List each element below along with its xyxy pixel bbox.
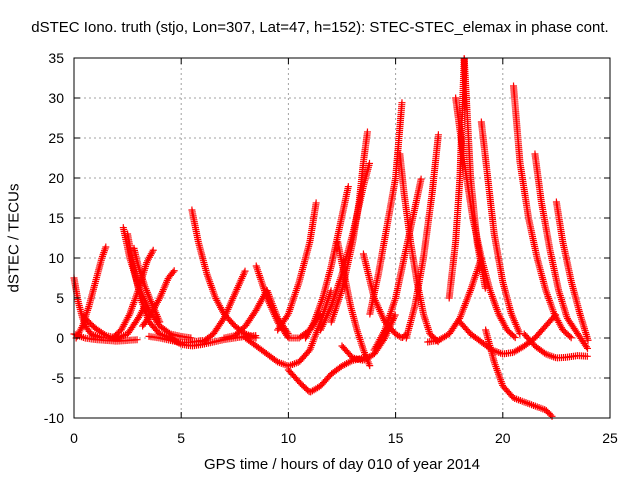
data-point <box>509 393 517 401</box>
series-35 <box>510 82 575 342</box>
data-point <box>344 183 352 191</box>
data-point <box>305 347 313 355</box>
data-point <box>548 412 556 420</box>
series-11 <box>188 206 260 342</box>
data-point <box>398 99 406 107</box>
data-point <box>365 159 373 167</box>
series-9 <box>139 267 178 330</box>
data-point <box>583 352 591 360</box>
data-point <box>547 411 555 419</box>
series-25 <box>366 99 406 318</box>
x-tick-label: 0 <box>70 430 78 446</box>
data-point <box>541 349 549 357</box>
plot-frame <box>73 57 611 419</box>
x-axis-label: GPS time / hours of day 010 of year 2014 <box>204 456 480 473</box>
y-tick-label: 10 <box>48 250 64 266</box>
data-point <box>149 246 157 254</box>
series-38 <box>520 330 591 362</box>
series-12 <box>199 267 249 346</box>
data-point <box>510 332 518 340</box>
series-26 <box>370 175 425 354</box>
x-tick-label: 25 <box>602 430 618 446</box>
series-21 <box>327 128 371 326</box>
data-point <box>284 333 292 341</box>
series-8 <box>130 244 164 326</box>
x-tick-label: 5 <box>177 430 185 446</box>
axis-ticks: 0 5 10 15 20 25 -10 -5 0 5 10 15 20 25 30 35 <box>44 50 618 446</box>
series-31 <box>452 94 519 342</box>
data-point <box>566 332 574 340</box>
data-point <box>434 131 442 139</box>
x-tick-label: 15 <box>388 430 404 446</box>
series-19 <box>302 183 352 342</box>
series-17 <box>284 354 367 396</box>
series-18 <box>274 199 320 334</box>
data-point <box>582 343 590 351</box>
data-point <box>252 332 260 340</box>
grid <box>74 58 610 418</box>
data-point <box>101 331 109 339</box>
y-tick-label: -10 <box>44 410 64 426</box>
y-tick-label: 15 <box>48 210 64 226</box>
y-tick-label: -5 <box>52 370 65 386</box>
data-point <box>511 334 519 342</box>
data-point <box>417 175 425 183</box>
y-tick-label: 25 <box>48 130 64 146</box>
y-tick-label: 30 <box>48 90 64 106</box>
series-37 <box>552 198 592 344</box>
data-point <box>312 199 320 207</box>
data-point <box>170 267 178 275</box>
series-34 <box>482 326 556 420</box>
series-3 <box>70 330 141 345</box>
data-point <box>567 334 575 342</box>
series-33 <box>477 118 524 338</box>
data-point <box>133 336 141 344</box>
data-point <box>241 267 249 275</box>
data-series <box>70 55 592 420</box>
x-tick-label: 10 <box>281 430 297 446</box>
y-tick-label: 0 <box>56 330 64 346</box>
series-30 <box>445 55 489 302</box>
data-point <box>363 128 371 136</box>
y-tick-label: 35 <box>48 50 64 66</box>
chart-title: dSTEC Iono. truth (stjo, Lon=307, Lat=47… <box>31 19 609 36</box>
data-point <box>366 362 374 370</box>
x-tick-label: 20 <box>495 430 511 446</box>
series-36 <box>531 150 592 352</box>
data-point <box>584 344 592 352</box>
series-28 <box>402 131 442 342</box>
data-point <box>102 243 110 251</box>
data-point <box>156 318 164 326</box>
y-axis-label: dSTEC / TECUs <box>5 183 23 293</box>
data-point <box>584 336 592 344</box>
y-tick-label: 20 <box>48 170 64 186</box>
data-point <box>165 329 173 337</box>
y-tick-label: 5 <box>56 290 64 306</box>
data-point <box>169 268 177 276</box>
data-point <box>175 339 183 347</box>
